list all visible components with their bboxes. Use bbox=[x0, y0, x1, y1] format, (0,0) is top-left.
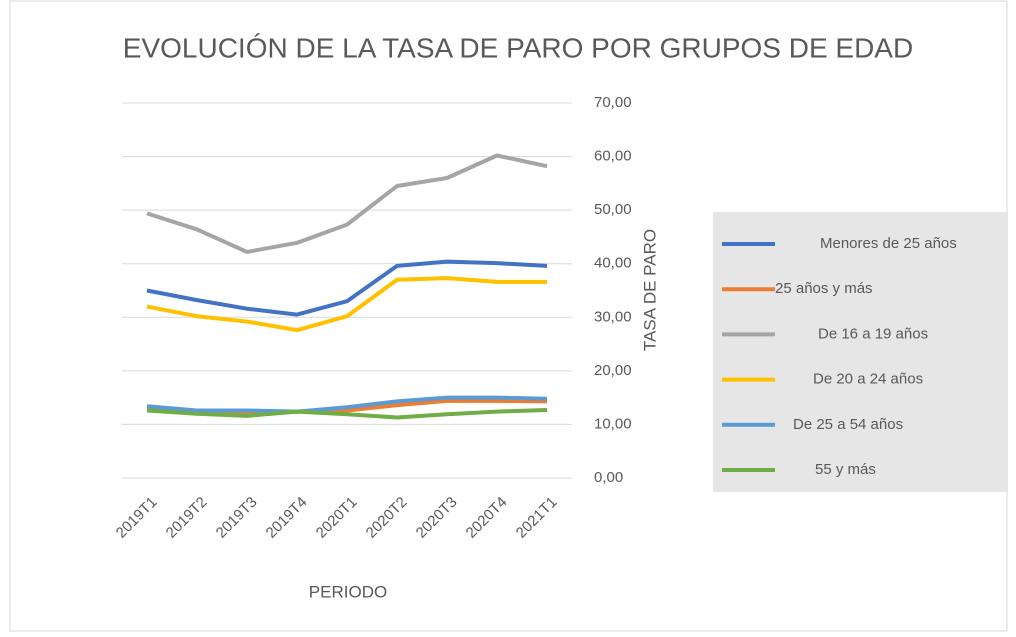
series-line bbox=[146, 153, 548, 254]
legend-label: De 16 a 19 años bbox=[818, 325, 928, 342]
legend-label: Menores de 25 años bbox=[820, 235, 957, 252]
y-tick-label: 30,00 bbox=[594, 308, 632, 325]
y-tick-label: 40,00 bbox=[594, 255, 632, 272]
chart-title: EVOLUCIÓN DE LA TASA DE PARO POR GRUPOS … bbox=[123, 32, 913, 63]
legend-label: 25 años y más bbox=[775, 280, 873, 297]
legend-label: 55 y más bbox=[815, 461, 876, 478]
y-tick-label: 50,00 bbox=[594, 201, 632, 218]
legend-label: De 20 a 24 años bbox=[813, 371, 923, 388]
y-tick-label: 70,00 bbox=[594, 94, 632, 111]
series-line bbox=[146, 395, 548, 414]
series-line bbox=[146, 259, 548, 317]
y-tick-label: 60,00 bbox=[594, 148, 632, 165]
y-tick-label: 10,00 bbox=[594, 415, 632, 432]
y-tick-label: 0,00 bbox=[594, 469, 623, 486]
legend bbox=[713, 212, 1008, 492]
series-line bbox=[146, 407, 548, 420]
series-line bbox=[146, 276, 547, 333]
legend-label: De 25 a 54 años bbox=[793, 416, 903, 433]
y-tick-label: 20,00 bbox=[594, 362, 632, 379]
x-axis-title: PERIODO bbox=[309, 582, 387, 601]
y-axis-title: TASA DE PARO bbox=[640, 229, 659, 351]
